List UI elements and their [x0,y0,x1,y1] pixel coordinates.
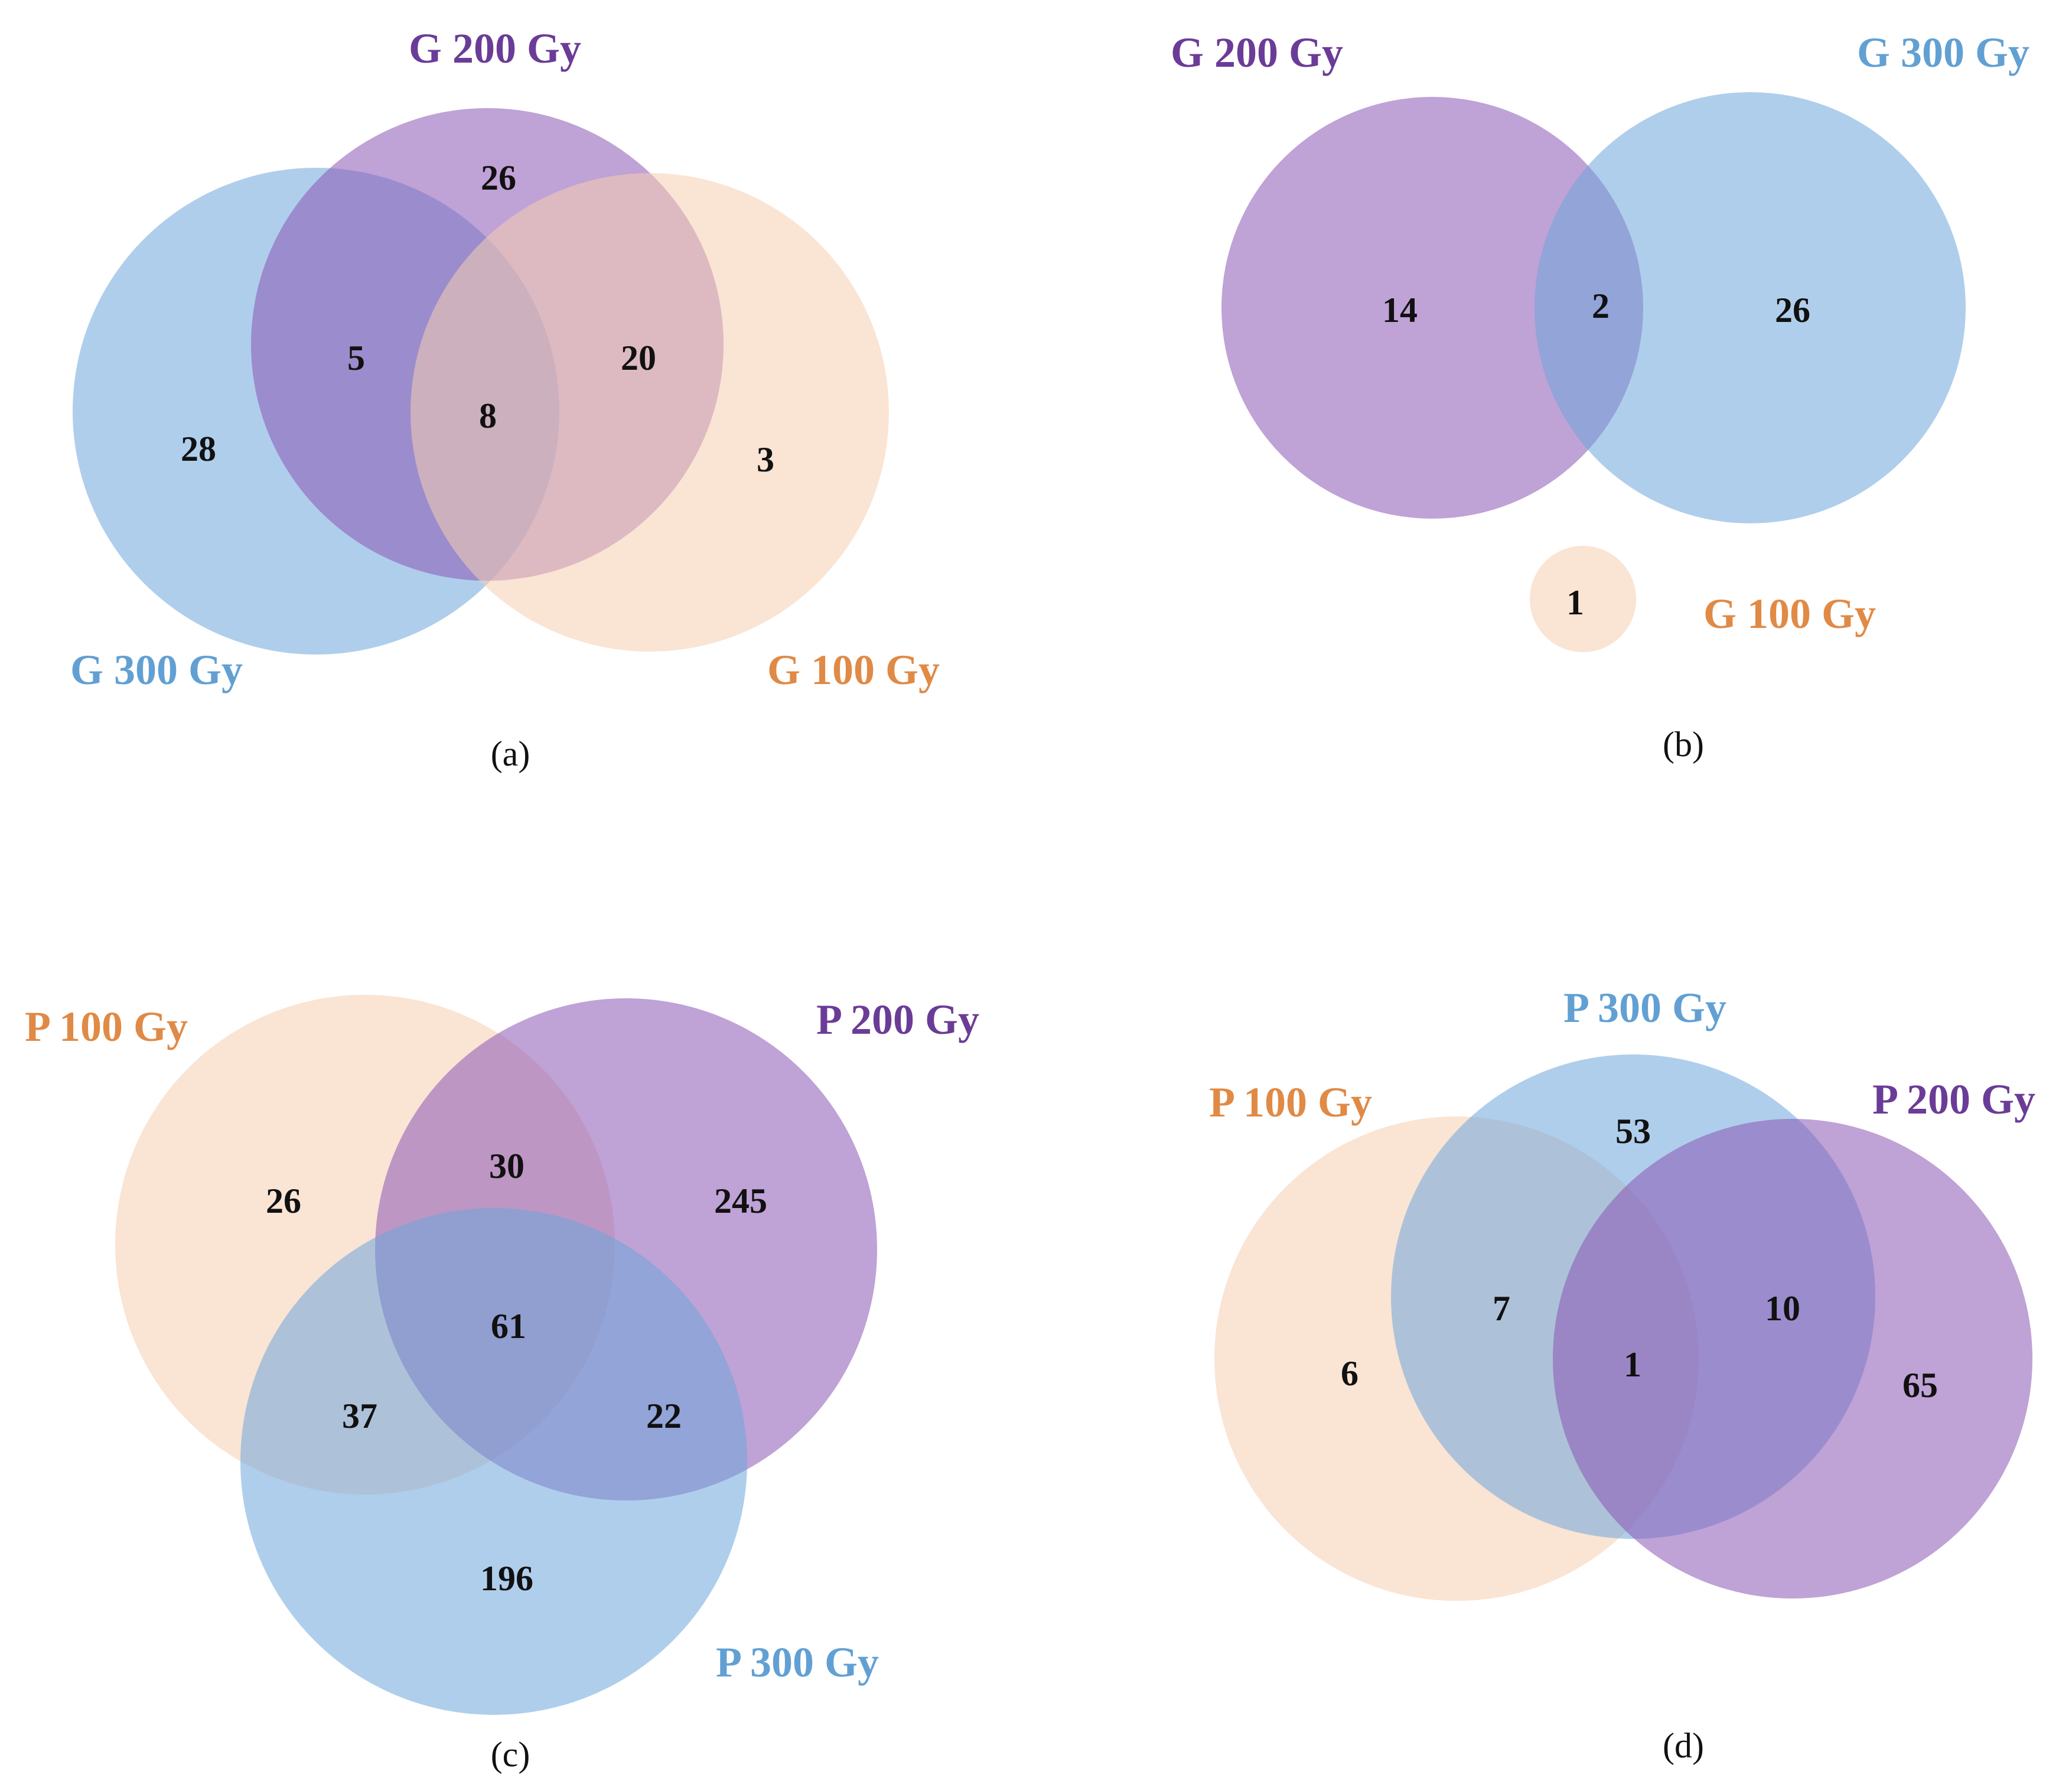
count-g200-g300-b: 2 [1592,287,1610,325]
count-p200-p300-d: 10 [1765,1289,1800,1328]
count-p300-only: 196 [480,1559,533,1598]
count-p200-p300: 22 [646,1396,682,1435]
count-g300-only-b: 26 [1775,291,1810,330]
count-g200-only-b: 14 [1382,291,1418,330]
circle-g300-b [1535,92,1966,523]
label-g100-a: G 100 Gy [767,646,940,694]
panel-c: 26 30 245 61 37 22 196 P 100 Gy P 200 Gy… [25,995,979,1774]
panel-label-c: (c) [491,1735,530,1774]
count-all-three-d: 1 [1624,1345,1641,1384]
count-g200-g100: 20 [621,338,656,377]
count-g200-g300: 5 [347,338,365,377]
count-all-three-c: 61 [491,1307,526,1346]
count-g200-only: 26 [481,158,516,197]
panel-label-d: (d) [1663,1726,1704,1765]
label-p100-d: P 100 Gy [1209,1079,1372,1126]
label-g300-a: G 300 Gy [70,646,243,694]
count-p200-only-d: 65 [1902,1366,1938,1405]
count-all-three: 8 [479,396,497,435]
label-p300-d: P 300 Gy [1563,984,1726,1031]
count-p300-only-d: 53 [1615,1112,1651,1151]
circle-g200-b [1221,97,1643,519]
panel-a: 26 5 8 20 28 3 G 200 Gy G 300 Gy G 100 G… [70,25,940,773]
count-p100-p200: 30 [489,1147,524,1186]
count-p100-p300: 37 [342,1396,377,1435]
panel-d: 53 7 10 1 6 65 P 300 Gy P 100 Gy P 200 G… [1209,984,2035,1765]
count-g300-only: 28 [181,429,216,468]
label-p100-c: P 100 Gy [25,1003,188,1050]
panel-b: 14 2 26 1 G 200 Gy G 300 Gy G 100 Gy (b) [1171,29,2029,764]
count-p200-only: 245 [714,1181,767,1220]
count-p100-only-d: 6 [1341,1354,1358,1393]
count-g100-only: 3 [757,440,774,479]
count-g100-only-b: 1 [1566,583,1584,622]
panel-label-b: (b) [1663,725,1704,764]
circle-p200-d [1553,1119,2032,1599]
label-g200-b: G 200 Gy [1171,29,1343,76]
circle-g100-a [411,173,889,652]
label-p200-d: P 200 Gy [1872,1076,2035,1123]
panel-label-a: (a) [491,734,530,773]
circle-p300-c [240,1208,747,1715]
count-p100-only: 26 [266,1181,301,1220]
circle-g100-b [1530,546,1636,652]
label-p300-c: P 300 Gy [716,1639,879,1686]
count-p100-p300-d: 7 [1493,1289,1510,1328]
label-g200-a: G 200 Gy [409,25,581,72]
label-g100-b: G 100 Gy [1703,590,1876,637]
label-g300-b: G 300 Gy [1857,29,2029,76]
label-p200-c: P 200 Gy [816,996,979,1043]
